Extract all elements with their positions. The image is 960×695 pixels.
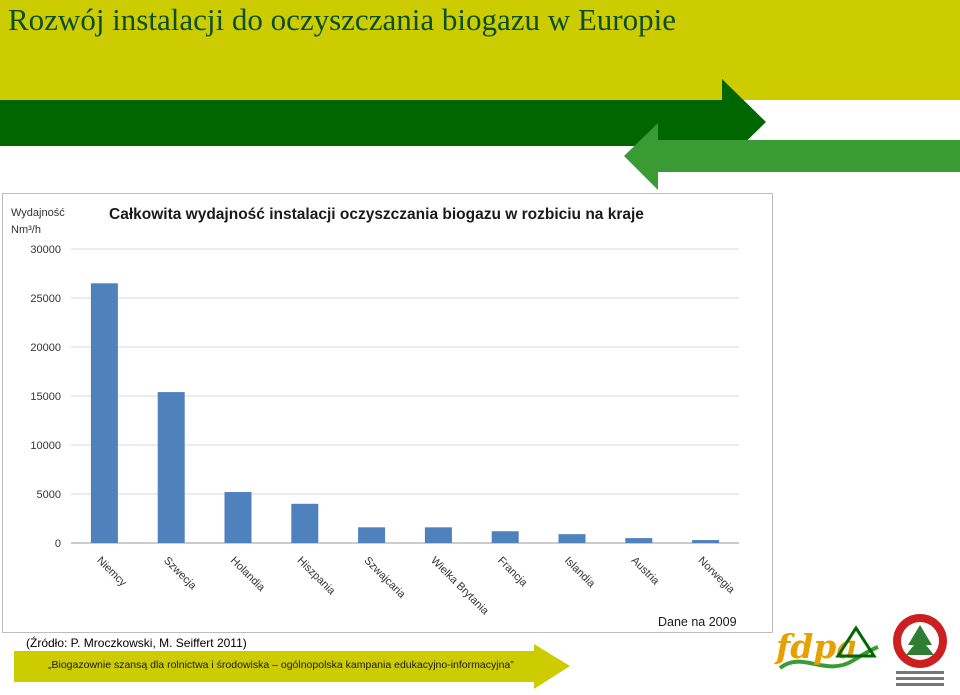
chart-title: Całkowita wydajność instalacji oczyszcza… (109, 206, 644, 223)
bars (90, 283, 720, 543)
dark-green-arrow (0, 79, 766, 165)
bar-francja (491, 531, 519, 543)
x-tick-label: Islandia (562, 555, 598, 591)
y-tick-label: 0 (55, 538, 61, 550)
bar-chart: Wydajność Nm³/h Całkowita wydajność inst… (11, 206, 739, 629)
banner-arrows (0, 79, 960, 190)
bar-austria (625, 538, 653, 543)
bar-hiszpania (291, 503, 319, 543)
bar-szwecja (157, 392, 185, 543)
x-tick-label: Niemcy (94, 555, 129, 590)
bar-islandia (558, 534, 586, 543)
y-tick-label: 25000 (30, 293, 61, 305)
x-tick-labels: Niemcy Szwecja Holandia Hiszpania Szwajcaria… (94, 555, 737, 618)
x-tick-label: Austria (629, 555, 662, 588)
y-axis-unit: Nm³/h (11, 224, 41, 236)
y-axis-label: Wydajność (11, 207, 65, 219)
fdpa-logo: fdpa (774, 625, 879, 670)
x-tick-label: Norwegia (695, 555, 737, 597)
bar-wielka-brytania (424, 527, 452, 543)
y-tick-label: 30000 (30, 244, 61, 256)
bar-szwajcaria (358, 527, 386, 543)
y-tick-label: 20000 (30, 342, 61, 354)
y-tick-label: 15000 (30, 391, 61, 403)
x-tick-label: Szwajcaria (361, 555, 408, 602)
x-tick-label: Wielka Brytania (428, 555, 491, 618)
footer-text: „Biogazownie szansą dla rolnictwa i środ… (48, 659, 514, 671)
x-tick-label: Francja (495, 555, 530, 590)
header-band (0, 0, 960, 100)
bar-norwegia (692, 540, 720, 543)
x-tick-label: Szwecja (161, 555, 199, 593)
y-tick-label: 10000 (30, 440, 61, 452)
institution-emblem (893, 614, 947, 686)
light-green-arrow (624, 123, 960, 190)
data-note: Dane na 2009 (658, 615, 737, 629)
bar-holandia (224, 492, 252, 543)
y-tick-label: 5000 (37, 489, 61, 501)
footer-arrow (14, 644, 570, 689)
chart-frame: Wydajność Nm³/h Całkowita wydajność inst… (2, 193, 773, 633)
x-tick-label: Holandia (228, 555, 268, 595)
bar-niemcy (90, 283, 118, 543)
source-citation: (Źródło: P. Mroczkowski, M. Seiffert 201… (26, 636, 247, 650)
y-tick-labels: 0 5000 10000 15000 20000 25000 30000 (30, 244, 61, 550)
slide-title: Rozwój instalacji do oczyszczania biogaz… (8, 2, 676, 37)
x-tick-label: Hiszpania (295, 555, 338, 598)
